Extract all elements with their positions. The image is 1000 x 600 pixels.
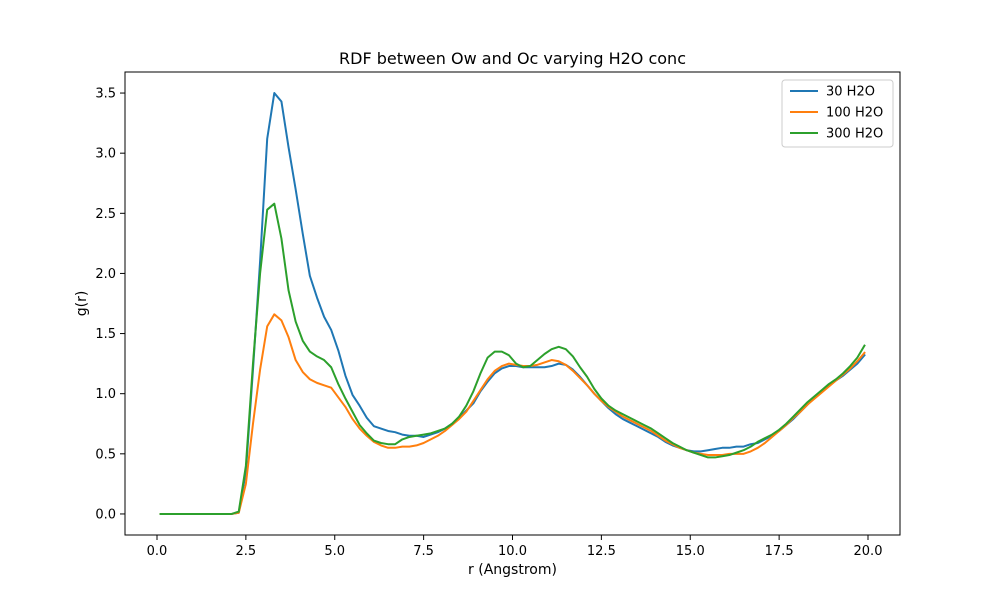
x-tick-label: 5.0: [324, 544, 345, 559]
x-tick-label: 20.0: [854, 544, 883, 559]
y-tick-label: 3.5: [95, 87, 116, 102]
y-tick-label: 2.5: [95, 207, 116, 222]
y-tick-label: 3.0: [95, 147, 116, 162]
x-tick-label: 2.5: [236, 544, 257, 559]
legend: 30 H2O 100 H2O 300 H2O: [781, 79, 894, 148]
legend-label-1: 100 H2O: [826, 106, 883, 121]
x-axis-label: r (Angstrom): [468, 562, 557, 578]
x-tick-label: 10.0: [498, 544, 527, 559]
y-tick-label: 1.0: [95, 387, 116, 402]
legend-label-2: 300 H2O: [826, 127, 883, 142]
x-tick-label: 12.5: [587, 544, 616, 559]
y-tick-label: 1.5: [95, 327, 116, 342]
plot-lines: [159, 92, 866, 515]
series-line-1: [159, 313, 866, 515]
series-line-2: [159, 202, 866, 515]
x-tick-label: 7.5: [413, 544, 434, 559]
y-axis-label: g(r): [74, 291, 90, 317]
y-tick-label: 0.5: [95, 447, 116, 462]
x-tick-label: 15.0: [676, 544, 705, 559]
x-axis: 0.0 2.5 5.0 7.5 10.0 12.5 15.0 17.5 20.0: [147, 535, 883, 559]
x-tick-label: 17.5: [765, 544, 794, 559]
legend-label-0: 30 H2O: [826, 85, 875, 100]
chart-title: RDF between Ow and Oc varying H2O conc: [339, 49, 686, 68]
y-axis: 0.0 0.5 1.0 1.5 2.0 2.5 3.0 3.5: [95, 87, 125, 522]
legend-box: [781, 79, 894, 148]
series-line-0: [159, 92, 866, 515]
y-tick-label: 0.0: [95, 507, 116, 522]
y-tick-label: 2.0: [95, 267, 116, 282]
x-tick-label: 0.0: [147, 544, 168, 559]
